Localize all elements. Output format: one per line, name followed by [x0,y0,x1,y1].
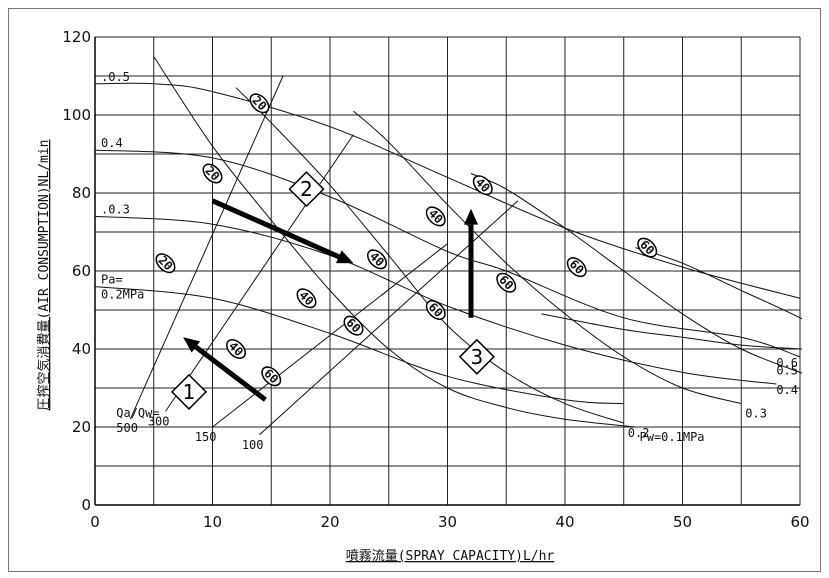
value-marker: 40 [472,175,493,196]
step-diamond-shape [458,338,495,375]
y-tick-label: 100 [62,106,91,124]
value-marker: 60 [343,315,364,336]
value-marker: 20 [155,253,176,274]
step-diamond: 1 [170,373,208,410]
pa-curve [95,82,801,299]
step-diamond: 3 [458,338,495,375]
x-tick-label: 50 [673,513,692,531]
y-axis-title: 圧搾空気消費量(AIR CONSUMPTION)NL/min [36,139,52,410]
value-marker-oval [367,249,387,270]
y-tick-label: 120 [62,28,91,46]
ratio-line [212,243,448,428]
pw-curve [353,110,742,405]
x-tick-label: 30 [438,513,457,531]
value-marker: 40 [226,339,246,359]
value-marker: 40 [367,249,387,270]
pw-curve [153,56,636,428]
value-marker: 60 [261,366,282,387]
value-marker: 40 [425,206,446,227]
step-diamond-shape [288,171,325,208]
value-marker-oval [249,93,270,114]
pa-curve-label: 0.4 [101,136,123,150]
x-tick-label: 0 [90,513,100,531]
y-tick-label: 60 [72,262,91,280]
value-marker-oval [202,163,223,184]
ratio-line-label: 100 [242,438,264,452]
arrow-1 [194,344,267,402]
x-tick-label: 10 [203,513,222,531]
value-marker: 40 [296,288,317,309]
value-marker-oval [296,288,317,309]
value-marker-oval [566,257,587,278]
y-tick-label: 40 [72,340,91,358]
value-marker-oval [472,175,493,196]
pa-curve-label: .0.5 [101,70,130,84]
arrow-3-head [464,208,478,225]
ratio-line [165,134,354,412]
pa-curve [95,215,777,385]
y-tick-label: 80 [72,184,91,202]
pw-curve [470,173,802,374]
value-marker-oval [637,237,658,258]
step-diamond: 2 [288,171,325,208]
value-marker: 60 [637,237,658,258]
x-tick-label: 60 [790,513,809,531]
arrow-1-head [183,337,201,353]
value-marker-oval [155,253,176,274]
pw-curve-label: 0.3 [745,407,767,421]
chart-frame [8,8,821,572]
pw-curve-label: 0.5 [776,364,798,378]
value-marker: 60 [496,272,517,293]
arrow-2-head [336,250,354,264]
value-marker-oval [496,272,517,293]
step-diamond-shape [170,373,208,410]
y-tick-label: 20 [72,418,91,436]
value-marker-oval [425,206,446,227]
value-marker-oval [343,315,364,336]
pw-curve [635,247,802,320]
ratio-line-label: 150 [195,430,217,444]
pw-curve-label: 0.4 [776,383,798,397]
step-diamond-number: 2 [300,177,313,201]
value-marker: 60 [566,257,587,278]
pw-curve [541,313,802,350]
value-marker-oval [226,339,246,359]
value-marker-oval [425,300,446,320]
x-tick-label: 40 [555,513,574,531]
ratio-line-label: Qa/Qw= 500 [116,406,159,435]
y-tick-label: 0 [81,496,91,514]
step-diamond-number: 3 [471,345,484,369]
pw-curve-label: 0.2 [628,426,650,440]
pa-curve [95,286,624,405]
x-tick-label: 20 [320,513,339,531]
curves [95,56,802,436]
pw-curve-label: Pw=0.1MPa [640,430,705,444]
value-marker: 20 [202,163,223,184]
step-diamond-number: 1 [183,380,196,404]
value-marker: 20 [249,93,270,114]
annotation-marks: 20 20 20 40 40 40 40 40 60 60 60 60 60 60 1 2 3 [155,93,658,410]
pa-curve [95,149,801,358]
pw-curve-label: 0.6 [776,356,798,370]
value-marker-oval [261,366,282,387]
ratio-line [129,75,284,420]
pw-curve [235,87,624,424]
pa-curve-label: Pa= 0.2MPa [101,273,144,302]
x-axis-title: 噴霧流量(SPRAY CAPACITY)L/hr [346,549,555,564]
pa-curve-label: .0.3 [101,202,130,216]
ratio-line-label: 300 [148,414,170,428]
value-marker: 60 [425,300,446,320]
ratio-line [259,200,519,436]
arrow-2 [211,198,340,260]
